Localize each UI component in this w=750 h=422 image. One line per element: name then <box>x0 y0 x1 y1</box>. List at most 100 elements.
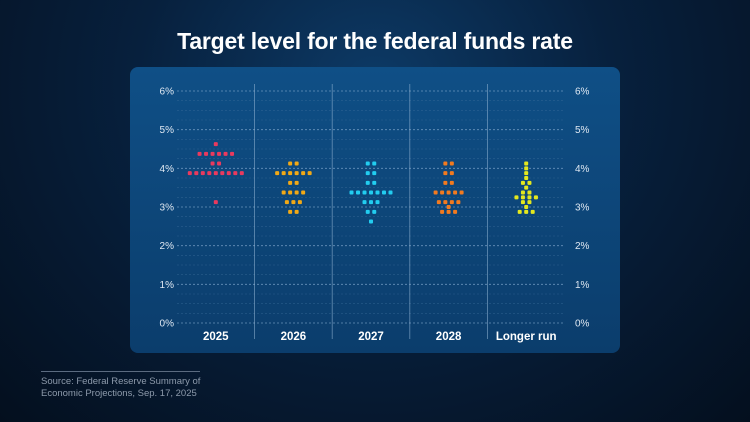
dot-longer-run <box>520 200 525 205</box>
dot-longer-run <box>527 180 532 185</box>
dot-2027 <box>375 200 380 205</box>
dot-longer-run <box>533 195 538 200</box>
dot-2026 <box>301 190 306 195</box>
dot-2026 <box>288 209 293 214</box>
dot-2028 <box>449 161 454 166</box>
y-tick-label-right: 3% <box>575 203 590 214</box>
source-note: Source: Federal Reserve Summary of Econo… <box>41 376 200 400</box>
dot-2026 <box>288 190 293 195</box>
y-tick-label-right: 6% <box>575 87 590 98</box>
dot-longer-run <box>520 190 525 195</box>
dot-2025 <box>239 171 244 176</box>
dot-longer-run <box>524 161 529 166</box>
dot-longer-run <box>514 195 519 200</box>
y-tick-label-left: 5% <box>160 125 175 136</box>
y-tick-label-left: 3% <box>160 203 175 214</box>
dot-longer-run <box>530 209 535 214</box>
y-tick-label-right: 5% <box>575 125 590 136</box>
dot-2027 <box>365 171 370 176</box>
dot-longer-run <box>520 195 525 200</box>
dot-2028 <box>433 190 438 195</box>
dot-2026 <box>294 180 299 185</box>
dot-2025 <box>213 200 218 205</box>
dot-2027 <box>372 161 377 166</box>
dot-2028 <box>446 209 451 214</box>
dot-2028 <box>446 190 451 195</box>
x-tick-label: 2028 <box>436 331 462 343</box>
dot-2026 <box>297 200 302 205</box>
y-tick-label-left: 0% <box>160 319 175 330</box>
dot-2026 <box>281 190 286 195</box>
dot-2025 <box>194 171 199 176</box>
y-tick-label-left: 2% <box>160 241 175 252</box>
dot-2026 <box>291 200 296 205</box>
dot-longer-run <box>520 180 525 185</box>
dot-2028 <box>449 171 454 176</box>
dot-2028 <box>446 205 451 209</box>
dot-2028 <box>459 190 464 195</box>
dot-2026 <box>294 161 299 166</box>
dot-2027 <box>369 200 373 205</box>
y-tick-label-right: 0% <box>575 319 590 330</box>
dot-2027 <box>349 190 354 195</box>
dot-2026 <box>294 209 299 214</box>
dot-longer-run <box>524 176 529 180</box>
source-line-2: Economic Projections, Sep. 17, 2025 <box>41 388 197 399</box>
dot-2025 <box>197 151 202 156</box>
y-tick-label-left: 4% <box>160 164 175 175</box>
dot-2026 <box>284 200 289 205</box>
dot-2027 <box>356 190 360 195</box>
dot-2026 <box>288 171 293 176</box>
dot-2025 <box>217 161 222 166</box>
dot-longer-run <box>527 200 532 205</box>
dot-2025 <box>217 151 222 156</box>
dot-2027 <box>362 200 367 205</box>
dot-2028 <box>443 180 448 185</box>
dot-2025 <box>226 171 231 176</box>
dot-2027 <box>365 161 370 166</box>
dot-2025 <box>233 171 238 176</box>
dot-2026 <box>275 171 280 176</box>
dot-2026 <box>301 171 306 176</box>
dot-2027 <box>365 209 370 214</box>
x-tick-label: Longer run <box>496 331 557 343</box>
dot-2028 <box>449 200 454 205</box>
dot-2025 <box>223 151 228 156</box>
dot-longer-run <box>527 190 532 195</box>
chart-title: Target level for the federal funds rate <box>177 28 573 54</box>
y-tick-label-left: 1% <box>160 280 175 291</box>
dot-longer-run <box>524 205 529 209</box>
y-tick-label-right: 4% <box>575 164 590 175</box>
dot-2028 <box>436 200 441 205</box>
dot-2028 <box>449 180 454 185</box>
dot-longer-run <box>524 185 529 190</box>
dot-2025 <box>207 171 212 176</box>
dot-2028 <box>443 161 448 166</box>
y-tick-label-right: 1% <box>575 280 590 291</box>
dot-2027 <box>372 209 377 214</box>
x-tick-label: 2026 <box>281 331 307 343</box>
dot-2027 <box>375 190 380 195</box>
dot-longer-run <box>524 171 529 176</box>
y-tick-label-left: 6% <box>160 87 175 98</box>
dot-2027 <box>369 219 373 224</box>
dot-longer-run <box>524 166 529 171</box>
dot-2028 <box>443 171 448 176</box>
dot-2025 <box>213 142 218 147</box>
dot-2025 <box>200 171 205 176</box>
dot-2025 <box>204 151 209 156</box>
dot-2025 <box>230 151 235 156</box>
dot-2026 <box>307 171 312 176</box>
dot-2025 <box>210 151 215 156</box>
dot-2027 <box>362 190 367 195</box>
dot-2028 <box>453 209 458 214</box>
dot-2028 <box>453 190 458 195</box>
dot-2027 <box>369 190 373 195</box>
dot-2028 <box>443 200 448 205</box>
dot-2027 <box>365 180 370 185</box>
dot-2025 <box>213 171 218 176</box>
dot-2026 <box>294 190 299 195</box>
dot-2025 <box>210 161 215 166</box>
dot-2025 <box>187 171 192 176</box>
